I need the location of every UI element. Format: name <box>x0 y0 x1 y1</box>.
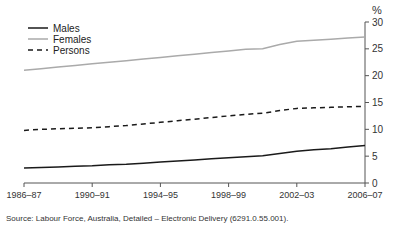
legend-swatch <box>28 27 48 29</box>
y-tick-label: 5 <box>372 151 378 162</box>
legend-label: Females <box>53 34 91 45</box>
x-tick-label: 1986–87 <box>6 190 41 200</box>
chart: 0 5 10 15 20 25 30 1986–87 1990–91 1994–95 1998–99… <box>0 0 397 227</box>
y-tick <box>365 48 369 49</box>
x-tick <box>296 183 297 187</box>
x-tick-label: 1990–91 <box>75 190 110 200</box>
x-tick-label: 2002–03 <box>279 190 314 200</box>
series-line <box>24 106 365 130</box>
y-tick <box>365 75 369 76</box>
x-axis-line <box>24 183 365 184</box>
plot-area <box>24 37 365 168</box>
y-tick-label: 10 <box>372 124 384 135</box>
y-tick-label: 30 <box>372 17 384 28</box>
series-line <box>24 145 365 168</box>
y-tick <box>365 129 369 130</box>
x-tick <box>228 183 229 187</box>
x-tick-label: 2006–07 <box>347 190 382 200</box>
x-tick <box>365 183 366 187</box>
y-tick-label: 15 <box>372 97 384 108</box>
x-tick-label: 1998–99 <box>211 190 246 200</box>
legend: MalesFemalesPersons <box>28 23 91 56</box>
y-tick <box>365 22 369 23</box>
x-tick <box>92 183 93 187</box>
y-tick <box>365 156 369 157</box>
y-tick-label: 25 <box>372 43 384 54</box>
legend-swatch <box>28 38 48 40</box>
x-tick <box>160 183 161 187</box>
source-note: Source: Labour Force, Australia, Detaile… <box>6 214 288 223</box>
y-tick <box>365 102 369 103</box>
legend-swatch <box>28 49 48 51</box>
x-tick <box>24 183 25 187</box>
legend-label: Males <box>53 23 80 34</box>
y-tick <box>365 183 369 184</box>
y-axis-label: % <box>372 4 382 16</box>
y-tick-label: 0 <box>372 178 378 189</box>
legend-label: Persons <box>53 45 90 56</box>
x-tick-label: 1994–95 <box>143 190 178 200</box>
y-tick-label: 20 <box>372 70 384 81</box>
